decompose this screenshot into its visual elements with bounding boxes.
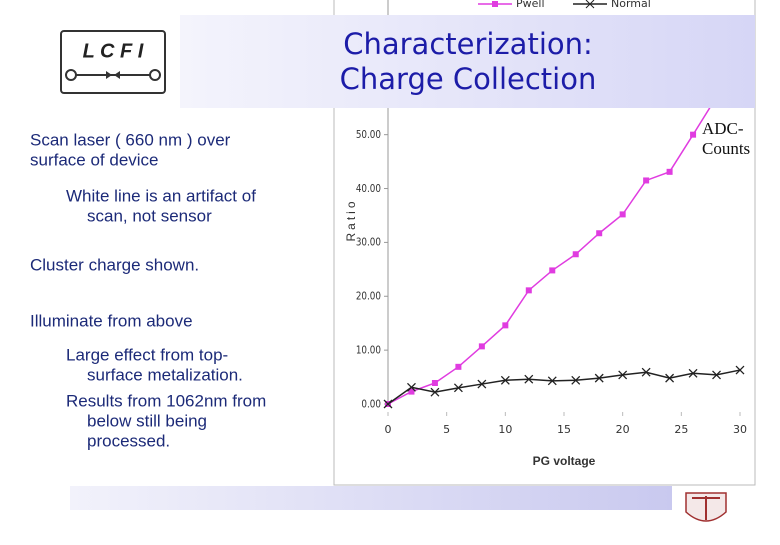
y-tick-label: 50.00 — [356, 129, 381, 141]
point — [478, 343, 485, 350]
chart: 0.00 10.00 20.00 30.00 40.00 50.00 0 5 10 15 20 25 3… — [344, 0, 747, 468]
point — [383, 399, 393, 409]
point — [477, 379, 487, 389]
title: Characterization:Charge Collection — [340, 27, 597, 96]
bullet-line: Scan laser ( 660 nm ) over — [30, 130, 231, 149]
y-tick-label: 20.00 — [356, 291, 381, 303]
y-tick-label: 30.00 — [356, 237, 381, 249]
bullet-line: Cluster charge shown. — [30, 255, 199, 274]
point — [665, 373, 675, 383]
point — [666, 168, 673, 175]
logo-text: L C F I — [83, 40, 144, 62]
point — [547, 376, 557, 386]
point — [502, 322, 509, 329]
point — [618, 370, 628, 380]
title-box — [180, 15, 755, 108]
point — [549, 267, 556, 274]
bullet-line: scan, not sensor — [87, 206, 212, 225]
x-tick-label: 20 — [616, 423, 630, 436]
point — [572, 251, 579, 258]
x-tick-label: 10 — [498, 423, 512, 436]
title-line: Charge Collection — [340, 62, 597, 96]
x-tick-label: 30 — [733, 423, 747, 436]
series-line — [387, 64, 741, 405]
point — [431, 379, 438, 386]
legend-marker — [585, 0, 595, 9]
point — [690, 131, 697, 138]
point — [596, 230, 603, 237]
x-tick-label: 0 — [385, 423, 392, 436]
annotation-line: Counts — [702, 139, 750, 158]
point — [524, 374, 534, 384]
bullet-line: below still being — [87, 411, 207, 430]
y-tick-label: 40.00 — [356, 183, 381, 195]
point — [500, 375, 510, 385]
logo: L C F I — [60, 30, 166, 94]
y-tick-label: 0.00 — [361, 398, 381, 410]
bullet-line: Illuminate from above — [30, 311, 193, 330]
y-tick-label: 10.00 — [356, 345, 381, 357]
point — [453, 383, 463, 393]
series-line — [387, 369, 741, 405]
x-axis-label: PG voltage — [533, 454, 596, 468]
bullet-line: Large effect from top- — [66, 345, 228, 364]
annotation-line: ADC- — [702, 119, 744, 138]
point — [408, 388, 415, 395]
point — [688, 368, 698, 378]
x-tick-label: 25 — [674, 423, 688, 436]
point — [430, 387, 440, 397]
point — [455, 363, 462, 370]
point — [641, 367, 651, 377]
legend-label: Pwell — [516, 0, 545, 10]
annotation: ADC-Counts — [702, 119, 750, 158]
footer-bar — [70, 486, 672, 510]
title-line: Characterization: — [343, 27, 593, 61]
legend-label: Normal — [611, 0, 651, 10]
bullet-line: surface of device — [30, 150, 159, 169]
bullet-line: White line is an artifact of — [66, 186, 256, 205]
point — [735, 365, 745, 375]
crest — [685, 492, 727, 522]
y-axis-label: Ratio — [344, 198, 358, 241]
point — [594, 373, 604, 383]
legend-marker — [492, 1, 498, 7]
point — [525, 287, 532, 294]
x-tick-label: 15 — [557, 423, 571, 436]
point — [571, 375, 581, 385]
point — [407, 382, 416, 392]
x-tick-label: 5 — [443, 423, 450, 436]
bullet-line: surface metalization. — [87, 365, 243, 384]
point — [619, 211, 626, 218]
point — [712, 370, 721, 380]
point — [643, 177, 650, 184]
bullet-line: processed. — [87, 431, 170, 450]
bullet-line: Results from 1062nm from — [66, 391, 266, 410]
